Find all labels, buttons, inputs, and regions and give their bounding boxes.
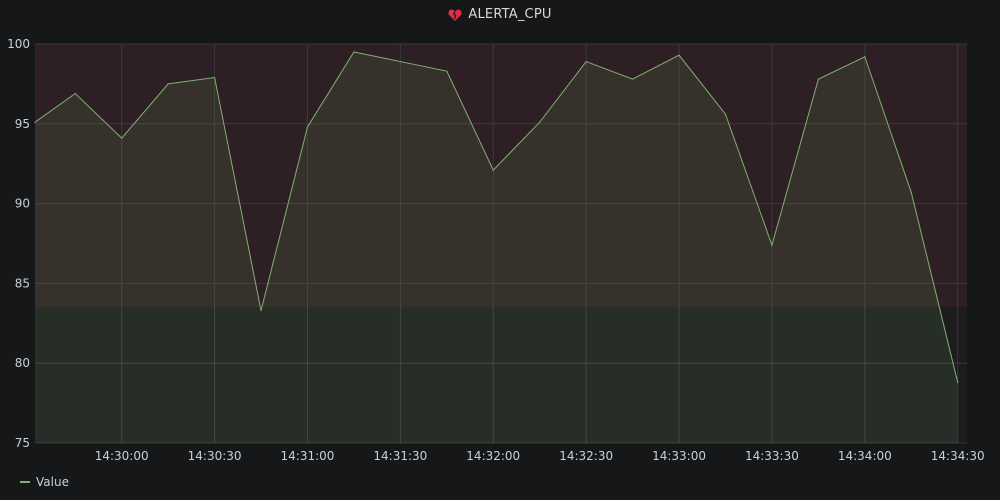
x-tick-label: 14:34:00 [838,449,892,463]
data-point [353,51,355,53]
y-tick-label: 95 [15,117,30,131]
x-tick-label: 14:31:30 [373,449,427,463]
data-point [121,137,123,139]
panel-header[interactable]: ALERTA_CPU [0,0,1000,28]
data-point [399,60,401,63]
normal-region [35,307,967,443]
data-point [631,78,634,80]
data-point [213,76,216,79]
data-point [817,78,819,80]
alert-region [35,44,967,308]
legend-swatch-value [20,481,30,483]
legend-label-value[interactable]: Value [36,475,69,489]
panel-title: ALERTA_CPU [468,6,552,22]
panel-title-wrap[interactable]: ALERTA_CPU [448,7,551,22]
series-area-group [35,51,958,443]
x-axis: 14:30:00 14:30:30 14:31:00 14:31:30 14:32:00… [95,449,985,463]
data-point [492,169,494,171]
x-tick-label: 14:30:00 [95,449,149,463]
series-line-group [34,51,959,383]
data-point [678,54,680,56]
x-tick-label: 14:32:30 [559,449,613,463]
broken-heart-icon [448,7,462,21]
alert-region-group [35,44,967,443]
y-tick-label: 100 [7,37,30,51]
data-point [585,60,587,63]
y-tick-label: 85 [15,276,30,290]
data-point [910,191,912,194]
data-point [306,126,309,128]
data-point [260,309,262,312]
legend: Value [20,474,69,490]
x-tick-label: 14:34:30 [931,449,985,463]
x-tick-label: 14:31:00 [281,449,335,463]
y-tick-label: 75 [15,436,30,450]
data-point [446,70,448,72]
x-tick-label: 14:33:00 [652,449,706,463]
series-area-value [35,51,958,443]
y-tick-label: 80 [15,356,30,370]
data-point [957,381,959,383]
x-tick-label: 14:33:30 [745,449,799,463]
grid-lines [35,43,967,444]
y-tick-label: 90 [15,197,30,211]
data-point [724,113,727,115]
x-tick-label: 14:32:00 [466,449,520,463]
data-point [74,92,76,95]
x-tick-label: 14:30:30 [188,449,242,463]
data-point [539,121,541,123]
y-axis: 75 80 85 90 95 100 [7,37,30,450]
data-point [864,56,866,58]
data-point [771,244,773,246]
data-point [34,121,36,123]
data-point [167,83,169,85]
